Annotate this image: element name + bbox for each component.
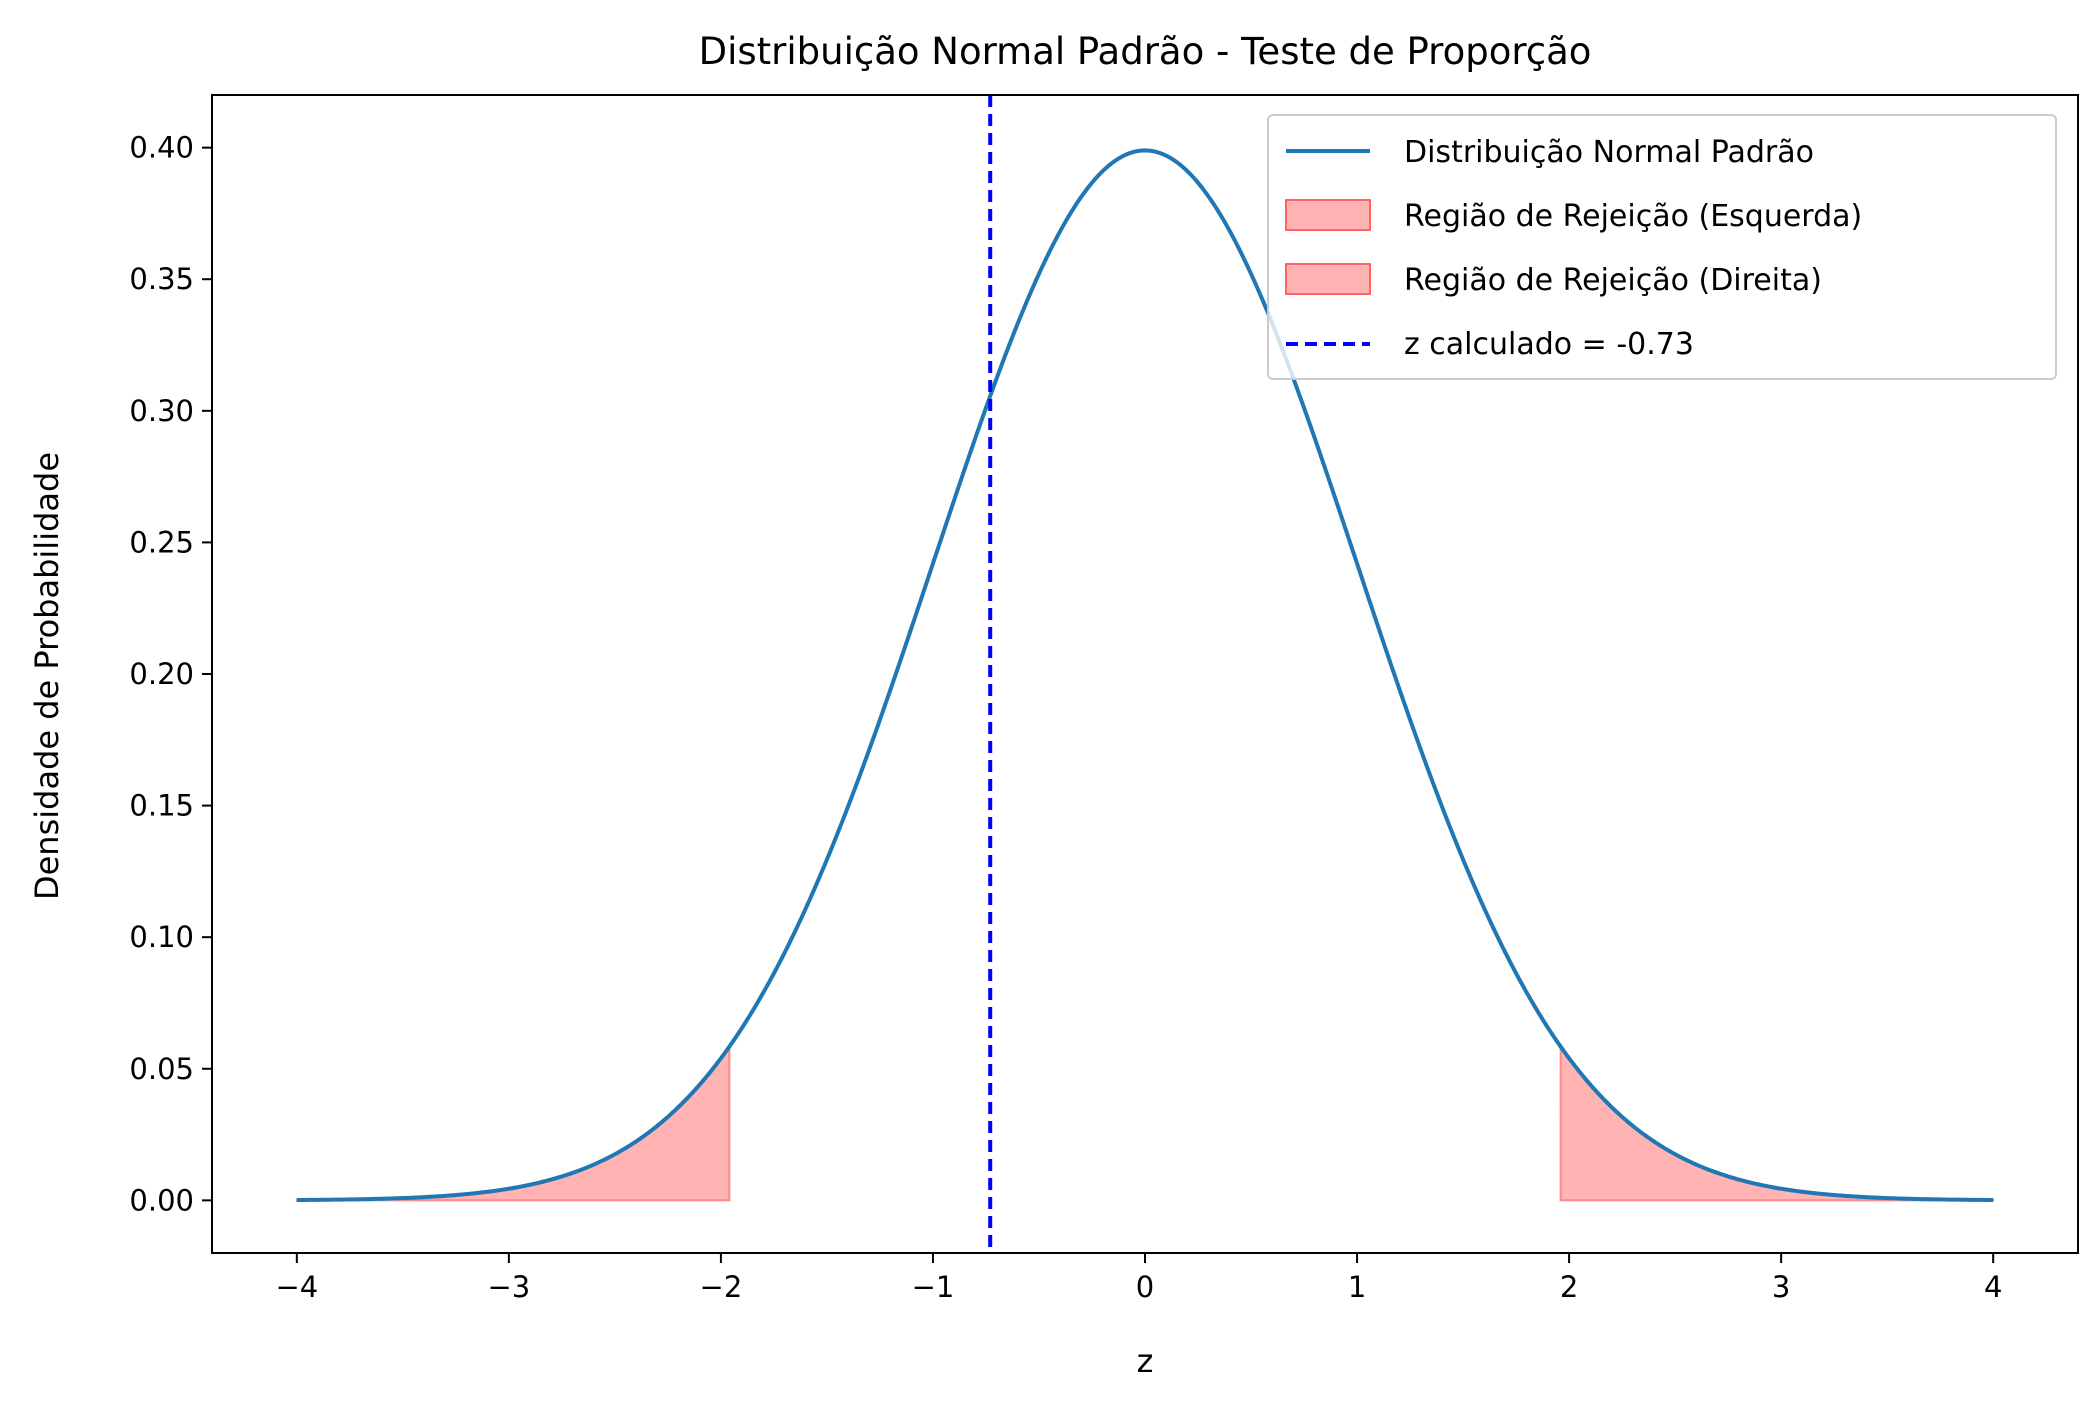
y-axis-label: Densidade de Probabilidade (28, 452, 66, 900)
x-axis: −4 −3 −2 −1 0 1 2 3 4 (275, 1253, 2002, 1304)
legend-label-normal: Distribuição Normal Padrão (1404, 135, 1814, 170)
legend-frame (1267, 114, 2057, 380)
y-tick-label: 0.30 (129, 394, 194, 428)
y-tick-label: 0.10 (129, 920, 194, 954)
legend-handle-right-rejection (1285, 263, 1371, 295)
legend-handle-left-rejection (1285, 199, 1371, 231)
y-tick-label: 0.20 (129, 657, 194, 691)
legend-label-left-rejection: Região de Rejeição (Esquerda) (1404, 199, 1862, 234)
y-tick-label: 0.40 (129, 131, 194, 165)
x-axis-label: z (1137, 1342, 1154, 1380)
x-tick-label: −4 (275, 1270, 318, 1304)
x-tick-label: 3 (1772, 1270, 1790, 1304)
x-tick-label: 0 (1136, 1270, 1154, 1304)
y-tick-label: 0.15 (129, 789, 194, 823)
legend-label-z-calculado: z calculado = -0.73 (1404, 327, 1694, 362)
x-tick-label: −3 (487, 1270, 530, 1304)
plot-marks (295, 95, 1995, 1253)
x-tick-label: −2 (700, 1270, 743, 1304)
x-tick-label: −1 (912, 1270, 955, 1304)
x-tick-label: 4 (1984, 1270, 2002, 1304)
x-tick-label: 2 (1560, 1270, 1578, 1304)
normal-curve-line (296, 148, 1994, 1203)
y-axis: 0.00 0.05 0.10 0.15 0.20 0.25 0.30 0.35 0.40 (129, 131, 212, 1217)
chart-title: Distribuição Normal Padrão - Teste de Pr… (699, 30, 1592, 73)
y-tick-label: 0.00 (129, 1183, 194, 1217)
y-tick-label: 0.35 (129, 262, 194, 296)
legend: Distribuição Normal Padrão Região de Rej… (1267, 114, 2057, 380)
y-tick-label: 0.25 (129, 525, 194, 559)
legend-label-right-rejection: Região de Rejeição (Direita) (1404, 263, 1822, 298)
x-tick-label: 1 (1348, 1270, 1366, 1304)
y-tick-label: 0.05 (129, 1052, 194, 1086)
